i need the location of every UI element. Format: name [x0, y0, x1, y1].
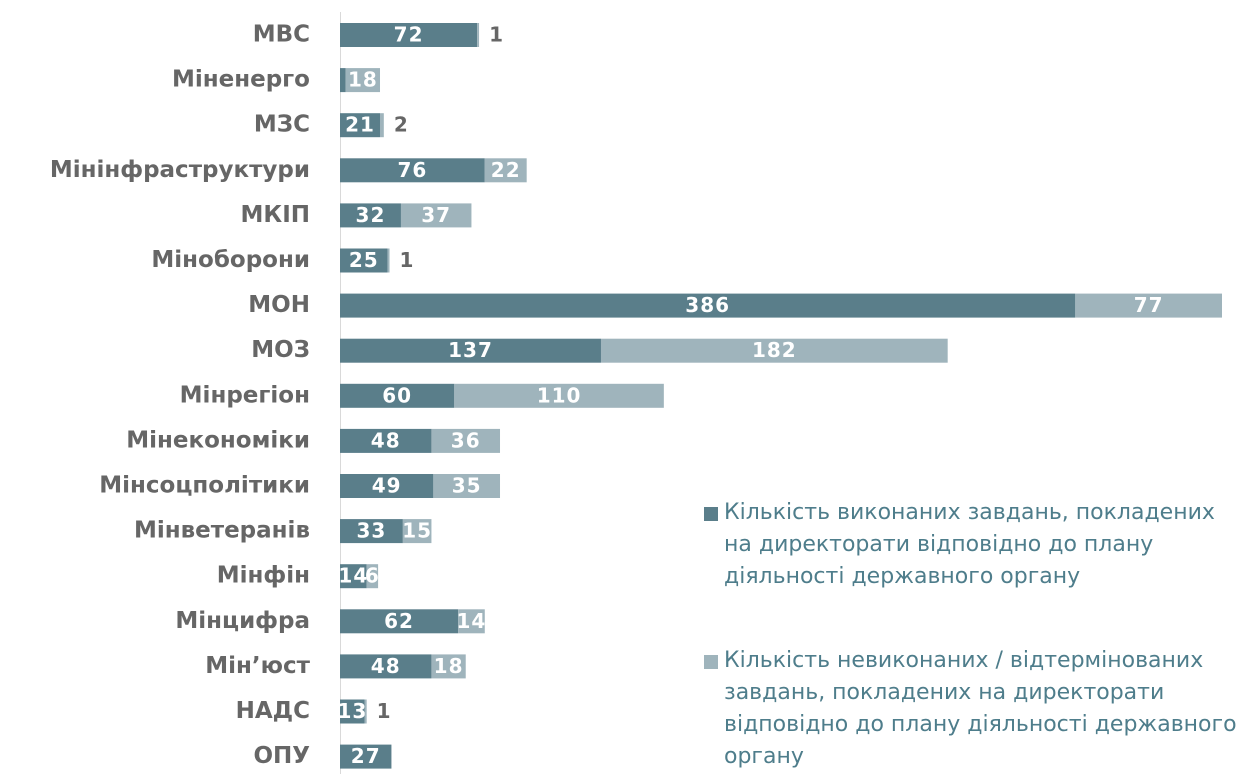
value-label: 72 — [394, 23, 424, 47]
bar-segment — [340, 113, 381, 138]
value-label: 48 — [371, 654, 401, 678]
value-label: 182 — [752, 338, 797, 362]
bar-segment — [340, 338, 601, 363]
category-label: МВС — [253, 22, 310, 48]
value-label: 1 — [400, 248, 415, 272]
value-label: 13 — [337, 699, 367, 723]
category-label: Мінекономіки — [126, 427, 310, 453]
category-label: Міненерго — [172, 67, 310, 93]
bar-segment — [340, 609, 459, 634]
legend-item: Кількість виконаних завдань, покладених … — [704, 497, 1239, 593]
bar-segment — [340, 68, 346, 93]
value-label: 2 — [394, 113, 409, 137]
legend-swatch — [704, 507, 718, 521]
bar-segment — [340, 383, 455, 408]
category-label: МОН — [248, 292, 310, 318]
category-label: НАДС — [236, 698, 310, 724]
value-label: 60 — [382, 383, 412, 407]
value-label: 386 — [685, 293, 730, 317]
value-label: 18 — [348, 68, 378, 92]
bar-segment — [433, 474, 501, 498]
category-label: Мінцифра — [175, 608, 310, 634]
category-label: Мінветеранів — [134, 518, 310, 544]
category-label: Мінінфраструктури — [50, 157, 310, 183]
bar-segment — [340, 744, 392, 769]
value-label: 27 — [351, 744, 381, 768]
value-label: 37 — [421, 203, 451, 227]
category-label: ОПУ — [253, 743, 310, 769]
bar-segment — [431, 428, 501, 453]
bar-segment — [340, 699, 365, 724]
bar-segment — [431, 654, 466, 679]
bar-segment — [402, 519, 432, 544]
bar-segment — [340, 158, 485, 183]
value-label: 36 — [451, 428, 481, 452]
category-label: Міноборони — [151, 247, 310, 273]
bar-segment — [484, 158, 527, 183]
value-label: 110 — [537, 383, 582, 407]
bar-segment — [387, 248, 390, 273]
category-label: Мінсоцполітики — [99, 473, 310, 499]
category-label: Мінрегіон — [180, 382, 310, 408]
value-label: 48 — [371, 428, 401, 452]
legend-label: Кількість невиконаних / відтермінованих … — [724, 648, 1237, 769]
bar-segment — [340, 654, 432, 679]
value-label: 137 — [448, 338, 493, 362]
bar-segment — [340, 23, 478, 47]
bar-segment — [340, 564, 367, 589]
value-label: 62 — [384, 609, 414, 633]
value-label: 15 — [402, 519, 432, 543]
value-label: 21 — [345, 113, 375, 137]
bar-segment — [340, 519, 403, 544]
value-label: 25 — [349, 248, 379, 272]
legend-item: Кількість невиконаних / відтермінованих … — [704, 645, 1239, 773]
category-label: МЗС — [254, 112, 310, 138]
category-label: Мін’юст — [205, 653, 310, 679]
value-label: 49 — [372, 474, 402, 498]
value-label: 18 — [434, 654, 464, 678]
category-label: МОЗ — [251, 337, 310, 363]
bar-segment — [340, 474, 434, 498]
value-label: 32 — [356, 203, 386, 227]
value-label: 33 — [357, 519, 387, 543]
bar-segment — [366, 564, 379, 589]
bar-segment — [340, 293, 1076, 318]
bar-segment — [364, 699, 367, 724]
bar-segment — [345, 68, 381, 93]
legend-label: Кількість виконаних завдань, покладених … — [724, 500, 1215, 589]
value-label: 6 — [365, 564, 380, 588]
value-label: 35 — [452, 474, 482, 498]
value-label: 76 — [397, 158, 427, 182]
bar-segment — [1075, 293, 1222, 318]
bar-segment — [477, 23, 480, 47]
category-label: МКІП — [241, 202, 311, 228]
value-label: 77 — [1134, 293, 1164, 317]
value-label: 1 — [489, 23, 504, 47]
bar-segment — [340, 248, 388, 273]
bar-segment — [600, 338, 948, 363]
bar-segment — [340, 203, 401, 228]
value-label: 14 — [338, 564, 368, 588]
legend-swatch — [704, 655, 718, 669]
bar-segment — [340, 428, 432, 453]
value-label: 22 — [491, 158, 521, 182]
bar-segment — [400, 203, 472, 228]
value-label: 1 — [377, 699, 392, 723]
bar-segment — [458, 609, 485, 634]
bar-segment — [380, 113, 384, 138]
category-label: Мінфін — [217, 563, 310, 589]
value-label: 14 — [457, 609, 487, 633]
bar-segment — [454, 383, 664, 408]
